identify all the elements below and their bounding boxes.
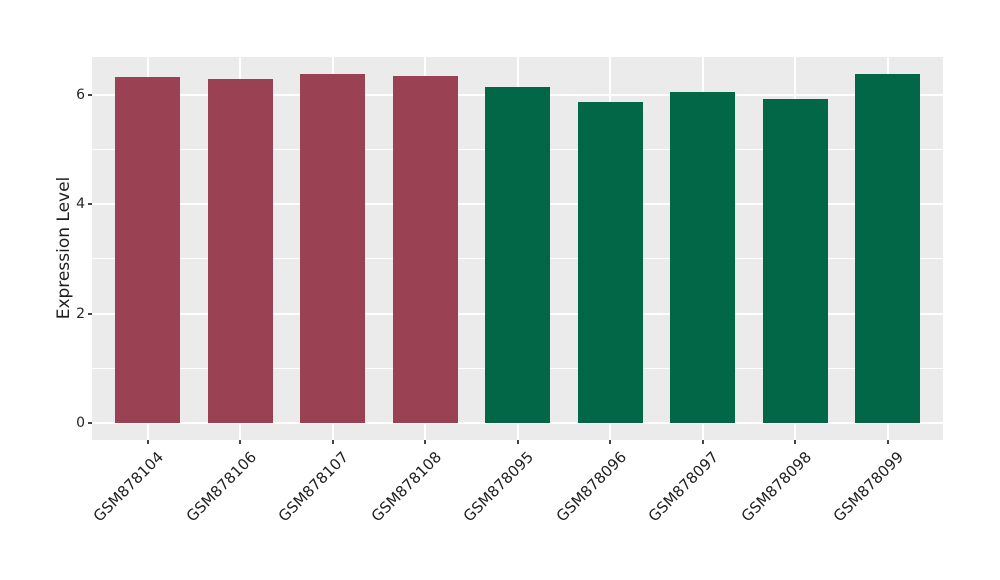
x-tick-mark-GSM878107: [331, 440, 334, 444]
x-tick-label-GSM878096: GSM878096: [552, 448, 630, 526]
x-tick-label-GSM878097: GSM878097: [644, 448, 723, 526]
x-tick-mark-GSM878104: [146, 440, 149, 444]
x-tick-label-GSM878106: GSM878106: [182, 448, 260, 526]
x-tick-mark-GSM878098: [794, 440, 796, 444]
bar-GSM878099: [855, 74, 920, 423]
x-tick-label-GSM878098: GSM878098: [737, 448, 815, 526]
x-tick-label-GSM878108: GSM878108: [367, 448, 445, 526]
bar-GSM878095: [485, 86, 550, 423]
y-tick-label-0: 0: [76, 415, 85, 431]
x-tick-label-GSM878095: GSM878095: [459, 448, 538, 526]
x-tick-mark-GSM878097: [701, 440, 704, 444]
bar-GSM878108: [392, 75, 458, 423]
y-tick-label-6: 6: [76, 86, 85, 103]
x-tick-mark-GSM878108: [424, 440, 426, 444]
x-tick-mark-GSM878099: [886, 440, 889, 444]
x-tick-label-GSM878099: GSM878099: [829, 448, 908, 526]
bar-GSM878106: [207, 78, 273, 423]
x-tick-mark-GSM878106: [239, 440, 241, 444]
x-tick-label-GSM878107: GSM878107: [274, 448, 353, 526]
y-tick-mark-0: [88, 422, 92, 424]
plot-area: [92, 57, 943, 440]
y-tick-label-4: 4: [76, 196, 85, 213]
bar-GSM878096: [577, 101, 643, 423]
y-tick-mark-4: [88, 203, 92, 206]
y-tick-label-2: 2: [76, 305, 85, 322]
x-tick-label-GSM878104: GSM878104: [89, 448, 168, 526]
bar-GSM878107: [300, 74, 365, 423]
x-tick-mark-GSM878095: [516, 440, 519, 444]
y-tick-mark-6: [88, 93, 92, 96]
bar-GSM878097: [670, 91, 735, 423]
x-tick-mark-GSM878096: [609, 440, 611, 444]
y-tick-mark-2: [88, 312, 92, 315]
bar-GSM878098: [762, 99, 828, 423]
bar-GSM878104: [115, 77, 180, 423]
